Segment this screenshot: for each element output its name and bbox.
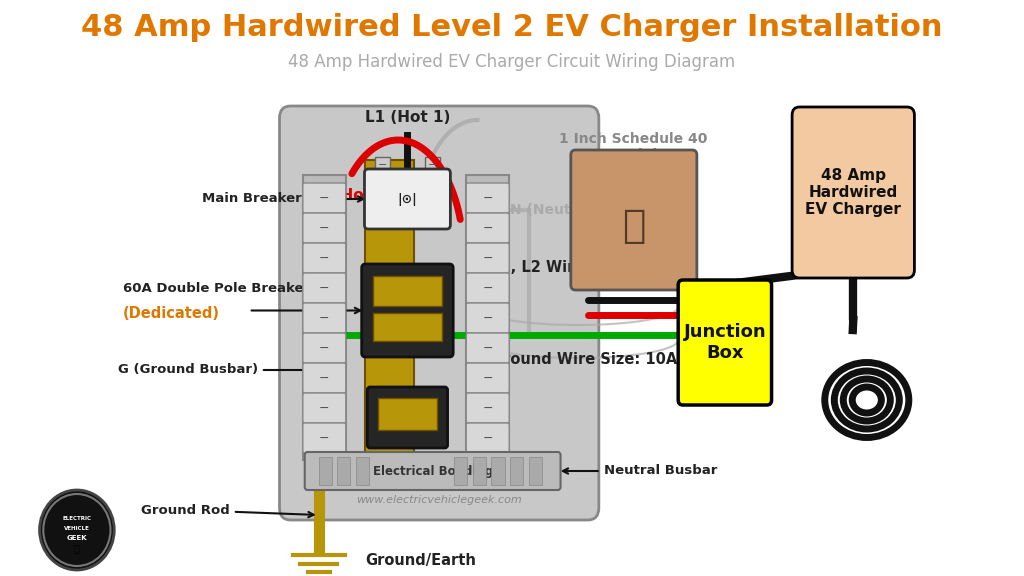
Text: Electrical Bonding: Electrical Bonding [373,464,493,478]
Text: ELECTRIC: ELECTRIC [62,516,91,521]
FancyBboxPatch shape [303,363,346,393]
Bar [454,457,467,485]
FancyBboxPatch shape [303,303,346,333]
Text: www.electricvehiclegeek.com: www.electricvehiclegeek.com [356,495,522,505]
Text: −: − [482,401,493,415]
Text: −: − [378,160,387,170]
FancyBboxPatch shape [365,169,451,229]
Text: −: − [319,282,330,294]
Bar [318,457,332,485]
FancyBboxPatch shape [570,150,697,290]
Text: L1, L2 Wire Size: 6AWG: L1, L2 Wire Size: 6AWG [492,260,684,275]
FancyBboxPatch shape [466,213,509,243]
Text: VEHICLE: VEHICLE [63,525,90,530]
Text: 🚗: 🚗 [74,543,80,553]
FancyBboxPatch shape [466,303,509,333]
Bar [510,457,523,485]
Text: −: − [319,252,330,264]
FancyBboxPatch shape [303,393,346,423]
FancyBboxPatch shape [466,273,509,303]
FancyBboxPatch shape [793,107,914,278]
FancyBboxPatch shape [361,264,454,357]
FancyBboxPatch shape [466,243,509,273]
Text: −: − [482,372,493,385]
FancyBboxPatch shape [678,280,771,405]
FancyBboxPatch shape [466,423,509,453]
Text: −: − [482,282,493,294]
Text: −: − [482,312,493,324]
Text: G (Ground Busbar): G (Ground Busbar) [118,363,339,377]
Text: 48 Amp Hardwired EV Charger Circuit Wiring Diagram: 48 Amp Hardwired EV Charger Circuit Wiri… [289,53,735,71]
Bar [375,157,390,175]
FancyBboxPatch shape [303,243,346,273]
Text: Main Breaker: Main Breaker [202,192,364,206]
Bar [425,157,440,175]
Bar [378,398,437,430]
Text: |⊙|: |⊙| [397,192,418,206]
Text: Ground/Earth: Ground/Earth [366,552,476,567]
Bar [303,175,346,460]
FancyBboxPatch shape [303,183,346,213]
FancyBboxPatch shape [303,273,346,303]
Text: −: − [482,342,493,354]
Bar [373,276,442,306]
FancyBboxPatch shape [280,106,599,520]
Text: −: − [319,222,330,234]
FancyBboxPatch shape [466,363,509,393]
Text: L1 (Hot 1): L1 (Hot 1) [365,110,451,125]
FancyBboxPatch shape [466,393,509,423]
Text: Ground Wire Size: 10AWG: Ground Wire Size: 10AWG [492,353,706,367]
FancyBboxPatch shape [466,333,509,363]
Text: −: − [482,191,493,204]
Circle shape [40,490,115,570]
Text: 🔧: 🔧 [623,207,645,245]
Text: −: − [482,252,493,264]
Bar [473,457,485,485]
Text: −: − [319,431,330,445]
Text: 1 Inch Schedule 40
Conduit: 1 Inch Schedule 40 Conduit [559,132,708,162]
Bar [366,160,414,460]
Text: N (Neutral): N (Neutral) [510,203,598,217]
Text: Neutral Busbar: Neutral Busbar [563,464,717,478]
Text: GEEK: GEEK [67,535,87,541]
Text: −: − [319,342,330,354]
FancyBboxPatch shape [303,423,346,453]
Text: −: − [319,401,330,415]
Text: Ground Rod: Ground Rod [141,503,313,517]
Bar [492,457,505,485]
Bar [466,175,509,460]
Bar [373,313,442,341]
Text: 60A Double Pole Breaker: 60A Double Pole Breaker [123,282,310,294]
Text: 48 Amp Hardwired Level 2 EV Charger Installation: 48 Amp Hardwired Level 2 EV Charger Inst… [81,13,943,43]
Text: −: − [319,191,330,204]
FancyBboxPatch shape [303,213,346,243]
Text: −: − [428,160,437,170]
Bar [528,457,542,485]
FancyBboxPatch shape [466,183,509,213]
Bar [356,457,369,485]
Text: L2 (Hot 2): L2 (Hot 2) [308,188,394,203]
Text: −: − [319,372,330,385]
Bar [337,457,350,485]
FancyBboxPatch shape [368,387,447,448]
Text: −: − [319,312,330,324]
Text: 48 Amp
Hardwired
EV Charger: 48 Amp Hardwired EV Charger [805,168,901,217]
Text: Junction
Box: Junction Box [684,323,766,362]
FancyBboxPatch shape [305,452,560,490]
Text: −: − [482,222,493,234]
FancyBboxPatch shape [303,333,346,363]
Text: −: − [482,431,493,445]
Text: (Dedicated): (Dedicated) [123,305,220,320]
